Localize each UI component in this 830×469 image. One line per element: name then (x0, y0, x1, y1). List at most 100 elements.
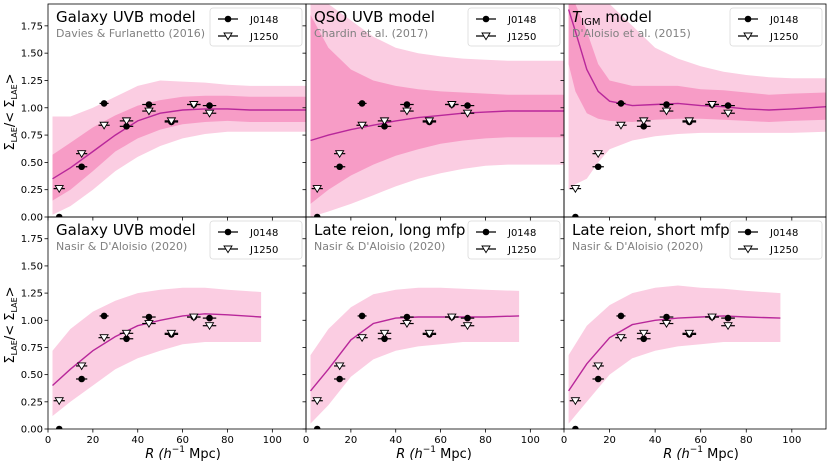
point-j1250 (189, 101, 199, 109)
y-tick-label: 1.50 (21, 49, 43, 60)
point-j0148 (403, 101, 411, 108)
x-tick-label: 40 (131, 435, 144, 446)
y-tick-label: 0.75 (21, 343, 43, 354)
y-tick-label: 1.25 (21, 76, 43, 87)
point-j1250 (462, 322, 473, 331)
point-j0148 (336, 163, 343, 171)
point-j1250 (723, 109, 733, 118)
point-j1250 (638, 329, 649, 338)
point-j0148 (100, 312, 108, 320)
point-j1250 (638, 117, 649, 126)
point-j0148 (381, 123, 388, 130)
x-tick-label: 0 (45, 435, 51, 446)
x-tick-label: 80 (740, 435, 753, 446)
point-j0148 (145, 101, 153, 108)
point-j0148 (206, 102, 213, 109)
point-j1250 (462, 109, 473, 118)
point-j0148 (617, 312, 625, 320)
point-j0148 (55, 425, 63, 429)
point-j0148 (358, 100, 366, 107)
y-tick-label: 0.25 (21, 397, 43, 408)
point-j1250 (402, 320, 412, 329)
legend-marker-j0148 (224, 15, 232, 23)
point-j1250 (204, 322, 215, 331)
x-tick-label: 20 (603, 435, 616, 446)
legend-marker-j1250 (481, 245, 491, 254)
point-j0148 (594, 375, 602, 383)
plot-area (310, 4, 564, 217)
x-tick-label: 80 (479, 435, 492, 446)
x-axis-label-center: R (h−1 Mpc) (396, 445, 472, 462)
point-j1250 (593, 150, 603, 159)
point-j1250 (334, 150, 345, 159)
point-j1250 (424, 329, 435, 338)
point-j1250 (99, 121, 109, 130)
point-j0148 (100, 100, 108, 107)
panel-title: Late reion, short mfp (572, 221, 730, 239)
point-j1250 (684, 329, 695, 338)
point-j1250 (570, 397, 581, 406)
x-tick-label: 20 (87, 435, 100, 446)
x-tick-label: 40 (389, 435, 402, 446)
point-j1250 (54, 397, 65, 406)
outer-band (310, 287, 520, 424)
plot-area (52, 287, 262, 429)
x-tick-label: 40 (649, 435, 662, 446)
x-tick-label: 60 (176, 435, 189, 446)
plot-area (568, 285, 781, 429)
point-j0148 (78, 163, 85, 171)
point-j0148 (663, 313, 670, 321)
point-j0148 (313, 213, 321, 217)
panel-frame (563, 216, 827, 430)
point-j1250 (661, 320, 672, 329)
point-j0148 (724, 314, 732, 322)
inner-band (568, 4, 826, 122)
point-j1250 (684, 117, 695, 126)
legend-marker-j1250 (223, 32, 233, 41)
x-tick-label: 20 (345, 435, 358, 446)
outer-band (52, 287, 262, 416)
y-tick-label: 0.25 (21, 185, 43, 196)
point-j0148 (145, 313, 153, 321)
legend-marker-j1250 (743, 245, 753, 254)
y-tick-label: 1.25 (21, 289, 43, 300)
point-j0148 (123, 123, 130, 130)
point-j0148 (640, 123, 648, 130)
point-j0148 (55, 213, 63, 217)
point-j1250 (166, 117, 177, 126)
point-j1250 (144, 107, 154, 116)
panel-title: QSO UVB model (314, 8, 435, 26)
point-j1250 (379, 329, 390, 338)
point-j1250 (76, 150, 87, 159)
y-tick-label: 1.50 (21, 261, 43, 272)
point-j0148 (206, 314, 213, 322)
point-j1250 (357, 334, 367, 343)
point-j1250 (707, 313, 717, 322)
point-j1250 (593, 362, 603, 371)
legend-marker-j0148 (744, 228, 752, 236)
x-axis-label-right: R (h−1 Mpc) (663, 445, 739, 462)
point-j0148 (572, 213, 579, 217)
legend-label-j0148: J0148 (249, 15, 278, 26)
point-j1250 (661, 107, 672, 116)
legend-label-j0148: J0148 (507, 15, 536, 26)
legend-label-j0148: J0148 (249, 228, 278, 239)
point-j0148 (381, 335, 388, 343)
y-axis-label-top: ΣLAE/< ΣLAE> (3, 73, 19, 150)
point-j0148 (336, 375, 343, 383)
x-tick-label: 100 (782, 435, 801, 446)
y-tick-label: 0.50 (21, 158, 43, 169)
point-j1250 (76, 362, 87, 371)
plot-area (567, 4, 826, 217)
legend-marker-j0148 (482, 15, 490, 23)
point-j1250 (99, 334, 109, 343)
legend-label-j0148: J0148 (769, 15, 798, 26)
legend-marker-j0148 (224, 228, 232, 236)
panel-subtitle: Chardin et al. (2017) (314, 27, 428, 40)
point-j1250 (616, 121, 626, 130)
point-j1250 (723, 322, 733, 331)
